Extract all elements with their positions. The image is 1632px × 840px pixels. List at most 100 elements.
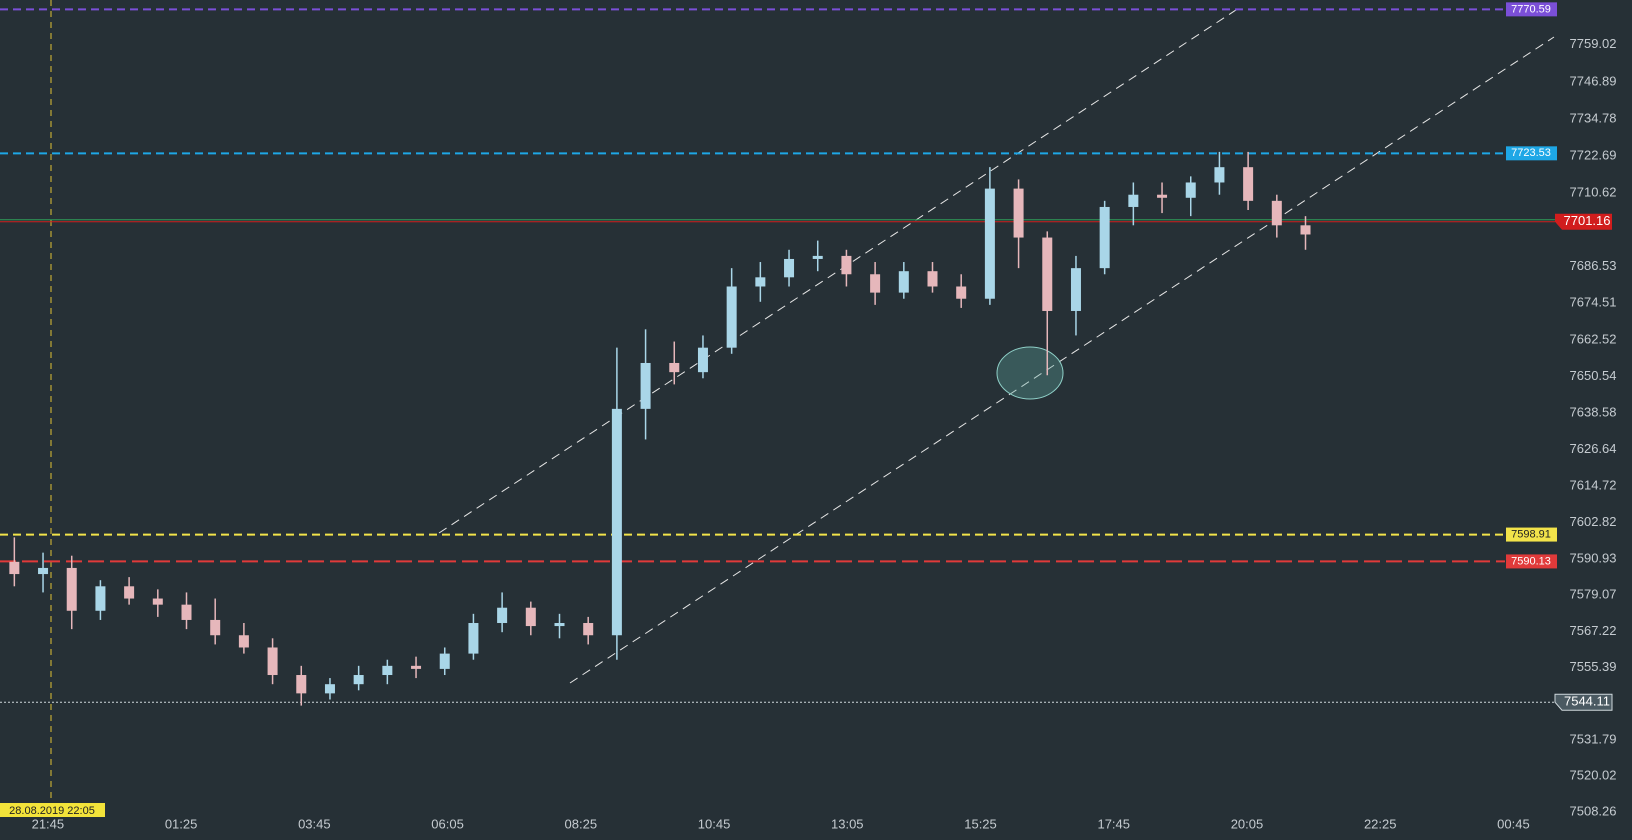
- y-tick-label: 7759.02: [1570, 36, 1617, 51]
- x-tick-label: 21:45: [32, 816, 65, 831]
- candle-body: [468, 623, 479, 654]
- candle-body: [1214, 167, 1225, 183]
- candle-body: [525, 607, 536, 627]
- price-label-bg: [1554, 693, 1613, 711]
- y-tick-label: 7746.89: [1570, 73, 1617, 88]
- candle-body: [9, 561, 20, 575]
- candle-body: [956, 286, 967, 299]
- level-label: 7598.91: [1511, 528, 1551, 540]
- candle-body: [1243, 167, 1254, 201]
- level-label-bg: [1506, 146, 1557, 161]
- x-tick-label: 08:25: [565, 816, 598, 831]
- candle-body: [669, 362, 680, 373]
- trend-line: [438, 7, 1240, 534]
- candle-body: [1042, 237, 1053, 311]
- candle-body: [1157, 194, 1168, 198]
- y-tick-label: 7674.51: [1570, 295, 1617, 310]
- x-tick-label: 00:45: [1497, 816, 1530, 831]
- y-tick-label: 7590.93: [1570, 550, 1617, 565]
- y-tick-label: 7531.79: [1570, 731, 1617, 746]
- candle-body: [755, 277, 766, 287]
- candle-body: [267, 647, 278, 676]
- candle-body: [353, 675, 364, 685]
- candle-body: [784, 258, 795, 278]
- price-label: 7544.11: [1564, 694, 1610, 709]
- candle-body: [1070, 268, 1081, 311]
- candle-body: [382, 665, 393, 676]
- y-tick-label: 7614.72: [1570, 478, 1617, 493]
- x-tick-label: 15:25: [964, 816, 997, 831]
- candle-body: [927, 271, 938, 287]
- candle-body: [812, 255, 823, 259]
- candle-body: [841, 255, 852, 275]
- candle-body: [1013, 188, 1024, 238]
- y-tick-label: 7602.82: [1570, 514, 1617, 529]
- candle-body: [898, 271, 909, 293]
- candle-body: [583, 623, 594, 636]
- candle-body: [870, 274, 881, 293]
- x-tick-label: 20:05: [1231, 816, 1264, 831]
- y-tick-label: 7579.07: [1570, 587, 1617, 602]
- price-label: 7701.16: [1564, 213, 1611, 228]
- y-tick-label: 7710.62: [1570, 184, 1617, 199]
- level-label: 7590.13: [1511, 555, 1551, 567]
- candle-body: [497, 607, 508, 624]
- level-label: 7770.59: [1511, 3, 1551, 15]
- y-tick-label: 7567.22: [1570, 623, 1617, 638]
- crosshair-label-bg: [0, 803, 105, 817]
- trend-line: [569, 36, 1555, 684]
- x-tick-label: 03:45: [298, 816, 331, 831]
- plot: 7759.02 7746.89 7734.78 7722.69 7710.62 7686.…: [0, 2, 1617, 831]
- y-tick-label: 7508.26: [1570, 803, 1617, 818]
- candle-body: [210, 619, 221, 636]
- y-tick-label: 7734.78: [1570, 110, 1617, 125]
- y-tick-label: 7520.02: [1570, 767, 1617, 782]
- candle-body: [1271, 200, 1282, 226]
- drawings: [438, 7, 1555, 684]
- candle-body: [38, 567, 49, 575]
- candle-body: [124, 586, 135, 599]
- candle-body: [411, 665, 422, 669]
- candle-body: [66, 567, 77, 611]
- candle-body: [554, 623, 565, 627]
- candle-body: [296, 675, 307, 694]
- candle-body: [640, 362, 651, 409]
- y-tick-label: 7626.64: [1570, 441, 1617, 456]
- y-tick-label: 7686.53: [1570, 258, 1617, 273]
- y-tick-label: 7662.52: [1570, 331, 1617, 346]
- level-label-bg: [1506, 554, 1557, 569]
- candle-body: [439, 653, 450, 669]
- crosshair-label: 28.08.2019 22:05: [9, 805, 95, 817]
- candle-body: [152, 598, 163, 605]
- candle-body: [1185, 182, 1196, 198]
- candle-body: [726, 286, 737, 348]
- candle-body: [324, 684, 335, 694]
- x-tick-label: 06:05: [431, 816, 464, 831]
- candle-body: [1128, 194, 1139, 207]
- price-label-bg: [1555, 213, 1612, 230]
- y-tick-label: 7555.39: [1570, 659, 1617, 674]
- candle-body: [1300, 225, 1311, 235]
- highlight-ellipse: [996, 346, 1064, 400]
- candle-body: [984, 188, 995, 299]
- x-tick-label: 01:25: [165, 816, 198, 831]
- x-tick-label: 13:05: [831, 816, 864, 831]
- candle-body: [95, 586, 106, 611]
- level-label-bg: [1506, 527, 1557, 542]
- x-tick-label: 17:45: [1097, 816, 1130, 831]
- candle-body: [697, 347, 708, 373]
- candle-body: [1099, 206, 1110, 269]
- y-tick-label: 7722.69: [1570, 147, 1617, 162]
- level-label-bg: [1506, 2, 1557, 17]
- y-tick-label: 7638.58: [1570, 405, 1617, 420]
- x-tick-label: 22:25: [1364, 816, 1397, 831]
- candle-body: [181, 604, 192, 620]
- level-label: 7723.53: [1511, 147, 1551, 159]
- candle-body: [611, 408, 622, 636]
- candle-body: [238, 635, 249, 648]
- y-tick-label: 7650.54: [1570, 368, 1617, 383]
- x-tick-label: 10:45: [698, 816, 731, 831]
